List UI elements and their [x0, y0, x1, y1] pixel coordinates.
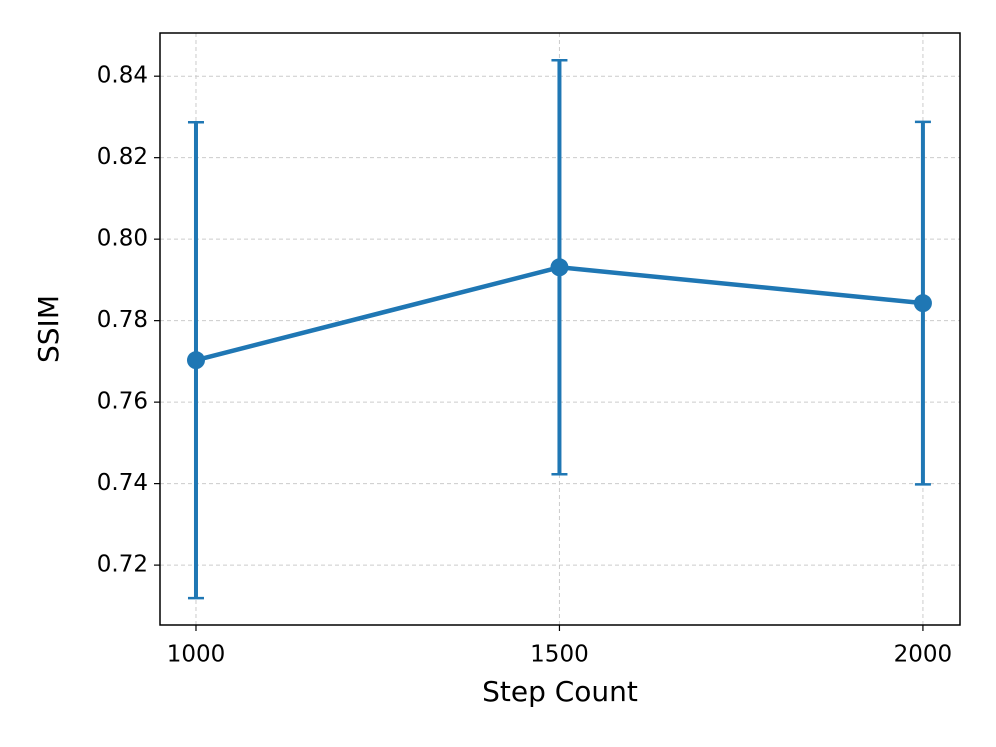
y-tick-label: 0.72: [97, 552, 148, 578]
point: [186, 351, 205, 370]
y-tick-label: 0.78: [97, 307, 148, 333]
x-tick-label: 2000: [894, 642, 953, 668]
plot-frame: [159, 32, 961, 626]
y-tick-label: 0.82: [97, 144, 148, 170]
y-axis-label: SSIM: [32, 295, 65, 363]
x-tick-label: 1000: [167, 642, 226, 668]
y-tick-label: 0.76: [97, 389, 148, 415]
point: [550, 258, 569, 277]
x-axis-label: Step Count: [482, 675, 638, 708]
y-tick-label: 0.84: [97, 63, 148, 89]
x-tick-label: 1500: [530, 642, 589, 668]
point: [913, 294, 932, 313]
y-tick-label: 0.80: [97, 226, 148, 252]
y-tick-label: 0.74: [97, 470, 148, 496]
